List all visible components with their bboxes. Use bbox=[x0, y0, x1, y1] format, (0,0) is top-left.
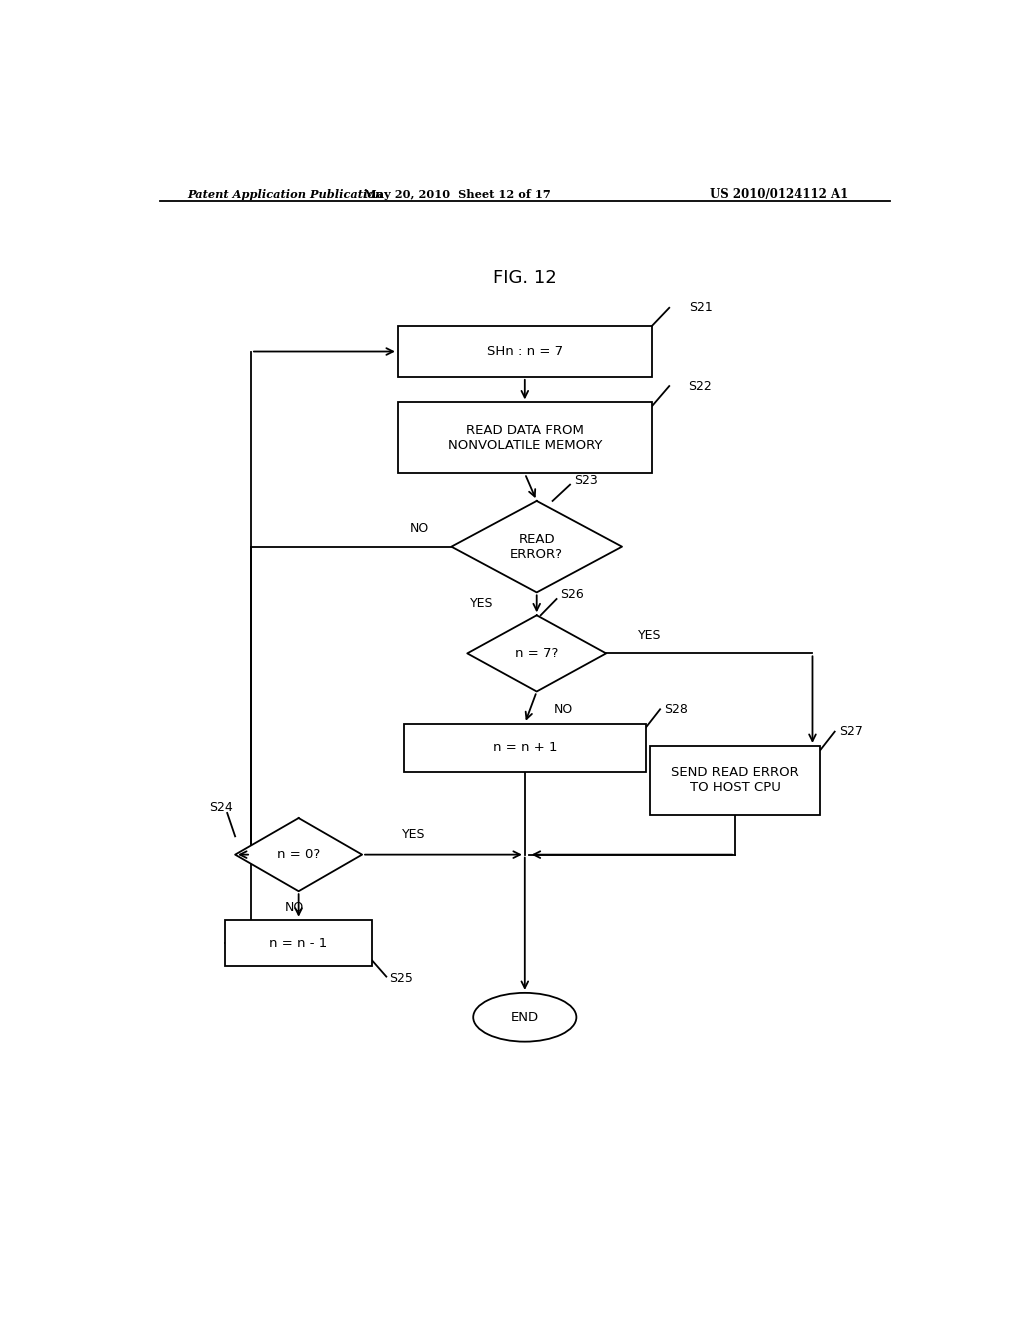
FancyBboxPatch shape bbox=[650, 746, 820, 814]
Text: S26: S26 bbox=[560, 589, 584, 602]
Text: S23: S23 bbox=[574, 474, 598, 487]
FancyBboxPatch shape bbox=[403, 723, 646, 772]
FancyBboxPatch shape bbox=[225, 920, 372, 966]
Text: S24: S24 bbox=[209, 801, 232, 814]
Polygon shape bbox=[236, 818, 362, 891]
Text: NO: NO bbox=[410, 521, 429, 535]
Text: S25: S25 bbox=[389, 972, 414, 985]
Text: YES: YES bbox=[401, 828, 425, 841]
Text: FIG. 12: FIG. 12 bbox=[493, 269, 557, 288]
Text: NO: NO bbox=[285, 902, 304, 913]
Text: S21: S21 bbox=[689, 301, 713, 314]
Text: READ DATA FROM
NONVOLATILE MEMORY: READ DATA FROM NONVOLATILE MEMORY bbox=[447, 424, 602, 451]
Text: SEND READ ERROR
TO HOST CPU: SEND READ ERROR TO HOST CPU bbox=[671, 767, 799, 795]
Text: n = n - 1: n = n - 1 bbox=[269, 937, 328, 949]
Text: NO: NO bbox=[554, 704, 573, 717]
Text: n = 7?: n = 7? bbox=[515, 647, 558, 660]
Text: May 20, 2010  Sheet 12 of 17: May 20, 2010 Sheet 12 of 17 bbox=[364, 190, 551, 201]
Text: S22: S22 bbox=[688, 380, 712, 392]
Text: YES: YES bbox=[470, 598, 494, 610]
Ellipse shape bbox=[473, 993, 577, 1041]
Text: YES: YES bbox=[638, 628, 662, 642]
FancyBboxPatch shape bbox=[397, 403, 651, 474]
Text: SHn : n = 7: SHn : n = 7 bbox=[486, 345, 563, 358]
Text: S28: S28 bbox=[665, 702, 688, 715]
Polygon shape bbox=[452, 500, 622, 593]
Polygon shape bbox=[467, 615, 606, 692]
Text: n = 0?: n = 0? bbox=[278, 849, 321, 861]
Text: Patent Application Publication: Patent Application Publication bbox=[187, 190, 384, 201]
Text: n = n + 1: n = n + 1 bbox=[493, 742, 557, 755]
Text: READ
ERROR?: READ ERROR? bbox=[510, 533, 563, 561]
Text: END: END bbox=[511, 1011, 539, 1024]
Text: US 2010/0124112 A1: US 2010/0124112 A1 bbox=[710, 189, 848, 202]
FancyBboxPatch shape bbox=[397, 326, 651, 378]
Text: S27: S27 bbox=[839, 725, 862, 738]
